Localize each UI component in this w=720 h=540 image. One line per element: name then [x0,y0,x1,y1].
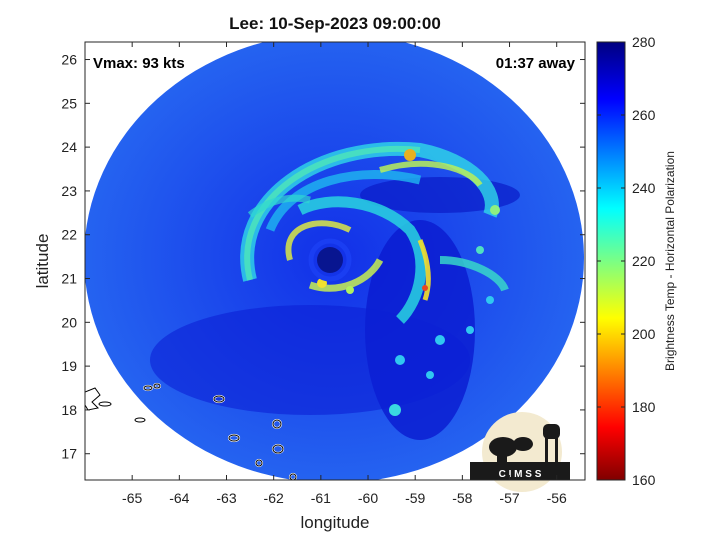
x-tick-label: -61 [311,490,331,506]
y-tick-label: 19 [61,358,77,374]
colorbar-tick-label: 200 [632,326,656,342]
y-tick-label: 23 [61,183,77,199]
x-tick-label: -59 [405,490,425,506]
x-axis-label: longitude [300,513,369,532]
vmax-label: Vmax: 93 kts [93,55,185,72]
colorbar-label: Brightness Temp - Horizontal Polarizatio… [663,151,677,371]
y-tick-label: 22 [61,227,77,243]
colorbar-ticks: 280 260 240 220 200 180 160 [597,34,656,488]
away-label: 01:37 away [496,55,576,72]
x-tick-label: -63 [216,490,236,506]
x-tick-label: -58 [452,490,472,506]
colorbar-tick-label: 160 [632,472,656,488]
colorbar [596,41,626,481]
x-tick-label: -64 [169,490,189,506]
y-tick-label: 25 [61,95,77,111]
y-tick-label: 21 [61,271,77,287]
colorbar-tick-label: 180 [632,399,656,415]
x-tick-label: -60 [358,490,378,506]
y-axis-label: latitude [33,234,52,289]
colorbar-tick-label: 220 [632,253,656,269]
colorbar-tick-label: 280 [632,34,656,50]
microwave-swath [85,42,584,480]
colorbar-tick-label: 260 [632,107,656,123]
x-tick-label: -65 [122,490,142,506]
logo-text: C I M S S [499,469,542,480]
y-tick-label: 20 [61,314,77,330]
colorbar-tick-label: 240 [632,180,656,196]
plot-title: Lee: 10-Sep-2023 09:00:00 [229,14,441,33]
y-tick-label: 26 [61,52,77,68]
y-axis: 26 25 24 23 22 21 20 19 18 17 [61,52,585,462]
x-tick-label: -56 [547,490,567,506]
cimss-logo: C I M S S [470,412,570,492]
x-tick-label: -57 [499,490,519,506]
y-tick-label: 24 [61,139,77,155]
y-tick-label: 17 [61,446,77,462]
y-tick-label: 18 [61,402,77,418]
x-axis: -65 -64 -63 -62 -61 -60 -59 -58 -57 -56 [122,42,567,506]
x-tick-label: -62 [264,490,284,506]
